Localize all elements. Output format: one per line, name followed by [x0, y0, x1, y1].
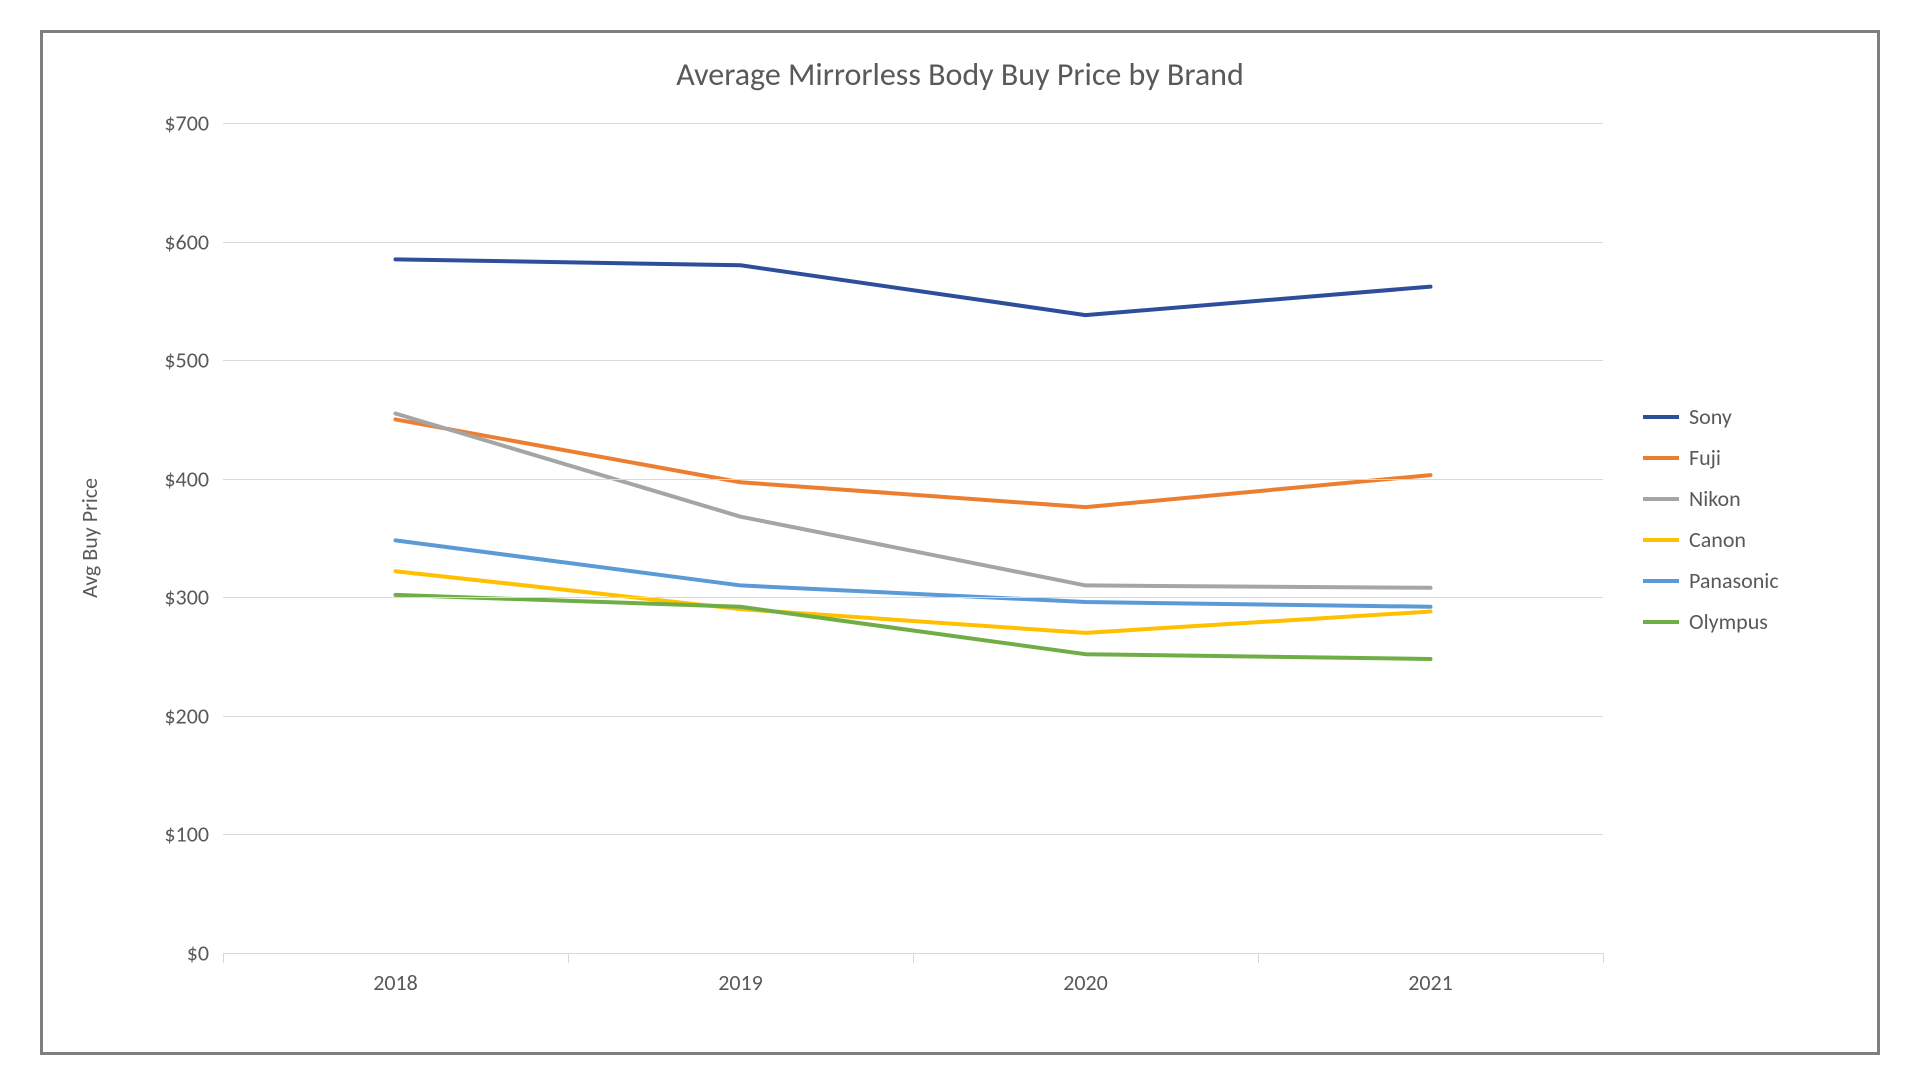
gridline	[223, 597, 1603, 598]
gridline	[223, 479, 1603, 480]
series-line-sony	[396, 259, 1431, 315]
gridline	[223, 123, 1603, 124]
legend-swatch	[1643, 497, 1679, 501]
gridline	[223, 716, 1603, 717]
y-tick-label: $600	[164, 228, 209, 255]
y-axis-label: Avg Buy Price	[76, 478, 103, 598]
legend: Sony Fuji Nikon Canon Panasonic Olympus	[1643, 403, 1779, 649]
legend-label: Fuji	[1689, 444, 1721, 471]
legend-swatch	[1643, 456, 1679, 460]
x-tick-label: 2020	[1063, 969, 1108, 996]
legend-label: Sony	[1689, 403, 1732, 430]
x-tick-label: 2019	[718, 969, 763, 996]
y-tick-label: $300	[164, 584, 209, 611]
gridline	[223, 834, 1603, 835]
legend-item-fuji: Fuji	[1643, 444, 1779, 471]
legend-label: Nikon	[1689, 485, 1741, 512]
chart-title: Average Mirrorless Body Buy Price by Bra…	[43, 55, 1877, 94]
legend-swatch	[1643, 538, 1679, 542]
chart-container: Average Mirrorless Body Buy Price by Bra…	[40, 30, 1880, 1055]
chart-lines	[223, 123, 1603, 953]
gridline	[223, 242, 1603, 243]
x-tick-mark	[1603, 953, 1604, 963]
legend-swatch	[1643, 415, 1679, 419]
y-tick-label: $100	[164, 821, 209, 848]
series-line-fuji	[396, 419, 1431, 507]
legend-swatch	[1643, 579, 1679, 583]
y-tick-label: $200	[164, 702, 209, 729]
y-tick-label: $0	[187, 940, 209, 967]
legend-item-nikon: Nikon	[1643, 485, 1779, 512]
legend-item-sony: Sony	[1643, 403, 1779, 430]
legend-label: Panasonic	[1689, 567, 1779, 594]
legend-label: Olympus	[1689, 608, 1768, 635]
legend-item-panasonic: Panasonic	[1643, 567, 1779, 594]
x-tick-mark	[913, 953, 914, 963]
x-tick-mark	[223, 953, 224, 963]
y-tick-label: $500	[164, 347, 209, 374]
x-tick-label: 2021	[1408, 969, 1453, 996]
x-tick-mark	[568, 953, 569, 963]
legend-swatch	[1643, 620, 1679, 624]
x-tick-mark	[1258, 953, 1259, 963]
legend-item-canon: Canon	[1643, 526, 1779, 553]
legend-item-olympus: Olympus	[1643, 608, 1779, 635]
legend-label: Canon	[1689, 526, 1746, 553]
gridline	[223, 360, 1603, 361]
x-tick-label: 2018	[373, 969, 418, 996]
y-tick-label: $400	[164, 465, 209, 492]
plot-area: $0$100$200$300$400$500$600$7002018201920…	[223, 123, 1603, 953]
y-tick-label: $700	[164, 110, 209, 137]
